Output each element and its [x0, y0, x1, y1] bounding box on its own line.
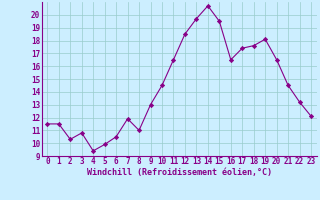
X-axis label: Windchill (Refroidissement éolien,°C): Windchill (Refroidissement éolien,°C) — [87, 168, 272, 177]
